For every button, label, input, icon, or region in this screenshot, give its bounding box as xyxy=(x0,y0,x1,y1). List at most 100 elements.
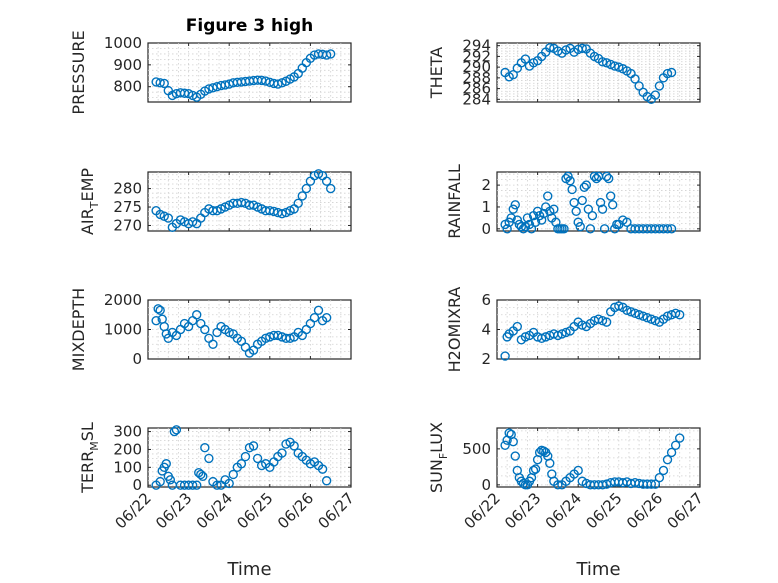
data-point xyxy=(196,469,206,480)
x-tick-label: 06/24 xyxy=(542,489,585,532)
data-point xyxy=(277,448,287,458)
data-point xyxy=(508,436,518,447)
data-point xyxy=(549,204,559,214)
data-point xyxy=(512,321,522,332)
data-point xyxy=(543,191,553,201)
x-tick-label: 06/22 xyxy=(112,489,155,532)
y-axis-label: RAINFALL xyxy=(445,164,464,239)
data-point xyxy=(240,451,251,462)
y-tick-label: 500 xyxy=(462,440,491,458)
x-axis-label: Time xyxy=(226,559,271,580)
data-point xyxy=(208,339,218,349)
y-tick-label: 288 xyxy=(462,69,491,87)
data-point xyxy=(575,221,585,232)
data-point xyxy=(587,211,598,221)
data-series xyxy=(500,301,685,361)
data-point xyxy=(589,171,600,182)
data-point xyxy=(601,58,612,68)
data-point xyxy=(159,78,169,89)
data-point xyxy=(563,171,573,182)
data-point xyxy=(599,224,610,234)
data-point xyxy=(622,217,632,227)
data-point xyxy=(204,453,214,464)
y-tick-label: 0 xyxy=(481,220,491,238)
data-point xyxy=(579,182,589,192)
y-tick-label: 292 xyxy=(462,47,491,65)
data-point xyxy=(187,480,198,490)
grid xyxy=(148,43,351,102)
data-point xyxy=(200,324,210,335)
data-point xyxy=(155,476,165,487)
y-tick-label: 1000 xyxy=(104,321,142,339)
data-point xyxy=(557,329,567,339)
data-point xyxy=(155,78,165,88)
data-point xyxy=(520,54,531,64)
data-point xyxy=(581,180,592,190)
data-point xyxy=(646,479,656,489)
data-point xyxy=(212,480,222,490)
data-point xyxy=(666,224,677,234)
data-point xyxy=(534,447,545,458)
grid xyxy=(497,428,700,487)
data-point xyxy=(502,224,512,234)
x-tick-label: 06/27 xyxy=(315,489,358,532)
y-tick-label: 0 xyxy=(132,350,142,368)
data-point xyxy=(161,329,171,339)
y-tick-label: 300 xyxy=(113,423,142,441)
data-point xyxy=(224,478,234,489)
data-point xyxy=(577,43,587,54)
data-point xyxy=(165,475,176,485)
data-point xyxy=(603,173,614,184)
data-point xyxy=(321,476,332,486)
data-point xyxy=(273,330,283,341)
data-point xyxy=(638,311,648,321)
data-point xyxy=(192,310,202,320)
data-point xyxy=(658,465,669,476)
data-series xyxy=(500,428,685,490)
subplot-mixdepth: 0 1000 2000 MIXDEPTH xyxy=(69,288,352,371)
y-tick-label: 6 xyxy=(481,291,491,309)
data-point xyxy=(670,308,681,318)
y-tick-label: 0 xyxy=(481,476,491,494)
data-point xyxy=(597,57,608,67)
data-point xyxy=(321,313,332,323)
data-point xyxy=(666,67,677,78)
data-point xyxy=(577,195,587,206)
data-point xyxy=(169,426,180,437)
y-tick-label: 280 xyxy=(113,180,142,198)
y-tick-label: 290 xyxy=(462,58,491,76)
data-point xyxy=(573,217,583,227)
data-point xyxy=(670,440,681,450)
data-series xyxy=(151,169,336,233)
data-point xyxy=(236,459,247,469)
x-axis-label: Time xyxy=(575,559,620,580)
data-point xyxy=(153,304,163,314)
y-tick-label: 294 xyxy=(462,37,491,55)
data-point xyxy=(591,173,602,184)
chart-title: Figure 3 high xyxy=(186,16,314,36)
data-point xyxy=(261,76,271,86)
data-point xyxy=(520,332,531,342)
data-point xyxy=(541,332,551,342)
data-point xyxy=(561,327,571,338)
data-point xyxy=(593,314,604,324)
data-point xyxy=(512,215,522,225)
y-tick-label: 1000 xyxy=(104,34,142,52)
data-point xyxy=(536,333,547,344)
x-tick-label: 06/26 xyxy=(274,489,317,532)
data-point xyxy=(654,472,665,483)
y-tick-label: 2000 xyxy=(104,291,142,309)
data-point xyxy=(273,79,283,89)
data-point xyxy=(161,459,171,469)
data-point xyxy=(317,464,328,474)
data-point xyxy=(551,217,561,227)
y-tick-label: 800 xyxy=(113,78,142,96)
data-point xyxy=(630,74,640,84)
data-point xyxy=(634,81,644,91)
data-point xyxy=(559,224,569,234)
x-tick-label: 06/25 xyxy=(233,489,276,532)
